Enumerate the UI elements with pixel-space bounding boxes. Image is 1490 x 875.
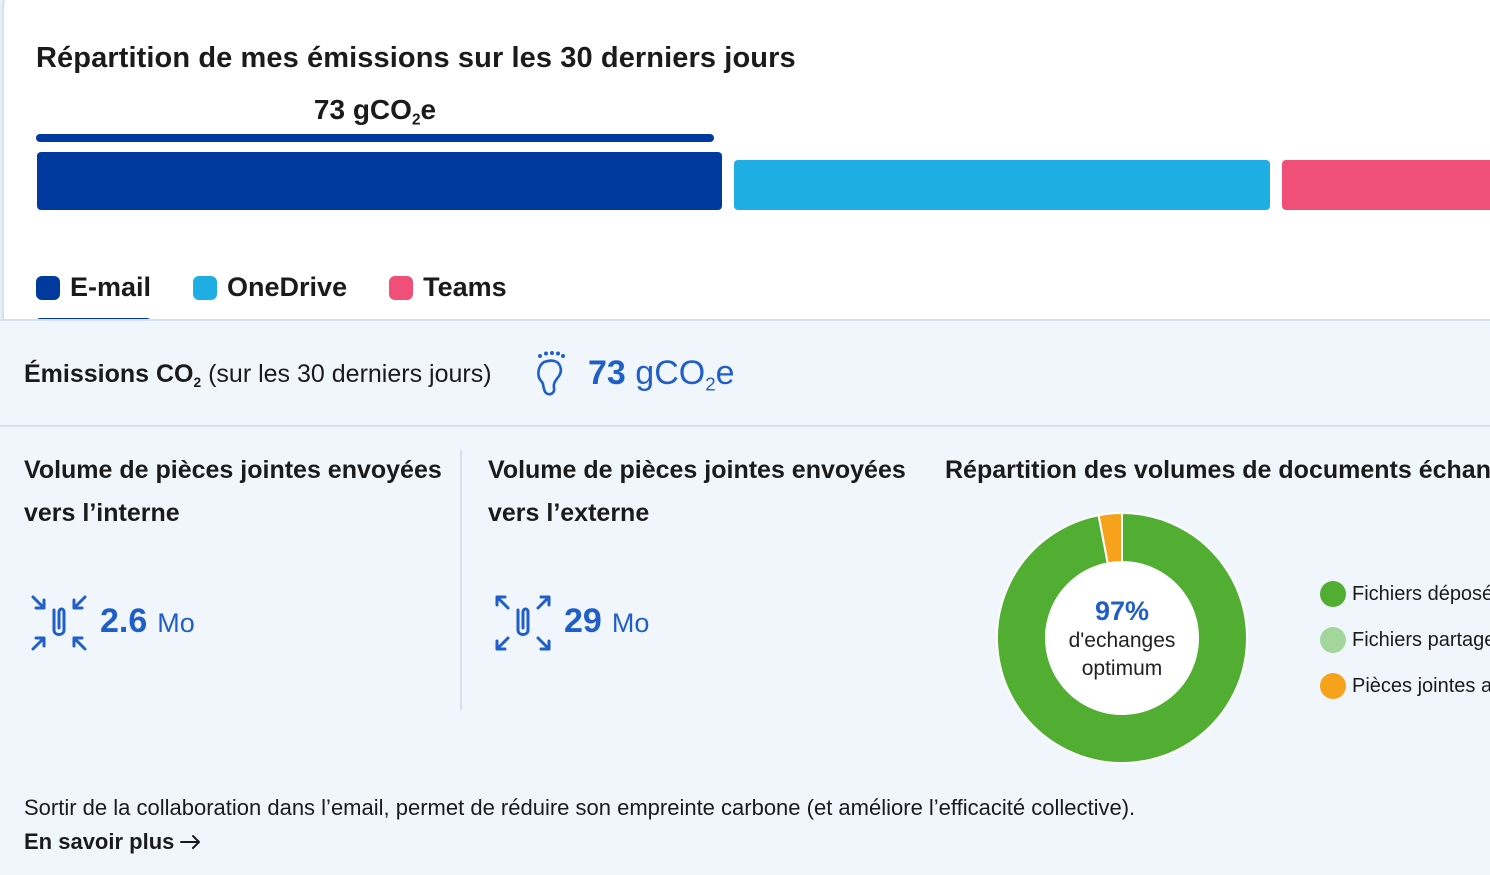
bar-segment-teams[interactable] (1282, 160, 1490, 210)
selected-segment-indicator (36, 134, 714, 142)
emissions-value: 73 gCO2e (588, 354, 735, 395)
page-title: Répartition de mes émissions sur les 30 … (36, 42, 796, 74)
donut-hole (1047, 563, 1197, 713)
internal-volume-value: 2.6 Mo (100, 602, 195, 640)
footer-advice-text: Sortir de la collaboration dans l’email,… (24, 795, 1136, 820)
emissions-label: Émissions CO2 (sur les 30 derniers jours… (24, 360, 492, 390)
documents-donut-chart (996, 512, 1248, 764)
donut-slice-2[interactable] (1097, 512, 1123, 565)
teams-color-swatch (389, 275, 414, 300)
onedrive-color-swatch (193, 275, 218, 300)
donut-center-line1: d'echanges (1068, 629, 1176, 652)
donut-center-percent: 97% (1094, 596, 1150, 626)
learn-more-link[interactable]: En savoir plus (24, 829, 202, 855)
tab-email[interactable]: E-mail (36, 272, 152, 325)
donut-legend-item: Pièces jointes a (1320, 663, 1490, 709)
attachment-inward-icon (30, 594, 88, 657)
legend-tabs: E-mail OneDrive Teams (36, 272, 549, 325)
donut-legend-item: Fichiers partage (1320, 617, 1490, 663)
donut-legend-item: Fichiers déposé (1320, 571, 1490, 617)
column-divider (460, 450, 462, 710)
tab-email-label: E-mail (70, 272, 152, 302)
tab-teams[interactable]: Teams (389, 272, 507, 303)
selected-segment-value: 73 gCO2e (313, 94, 437, 129)
tab-teams-label: Teams (423, 272, 507, 302)
legend-dot-attachments (1320, 673, 1346, 699)
emissions-row (0, 319, 1490, 427)
legend-dot-shared (1320, 627, 1346, 653)
donut-legend: Fichiers déposé Fichiers partage Pièces … (1320, 571, 1490, 709)
tab-onedrive-label: OneDrive (227, 272, 348, 302)
donut-center-label: 97% d'echanges optimum (1047, 596, 1197, 681)
tab-onedrive[interactable]: OneDrive (193, 272, 347, 303)
bar-segment-e-mail[interactable] (37, 152, 722, 210)
legend-dot-deposited (1320, 581, 1346, 607)
donut-center-line2: optimum (1081, 657, 1163, 680)
internal-volume-title: Volume de pièces jointes envoyées vers l… (24, 456, 442, 527)
external-volume-title: Volume de pièces jointes envoyées vers l… (488, 456, 906, 527)
bar-segment-onedrive[interactable] (734, 160, 1270, 210)
documents-distribution-title: Répartition des volumes de documents éch… (945, 456, 1490, 484)
external-volume-value: 29 Mo (564, 602, 650, 640)
email-color-swatch (36, 275, 60, 300)
details-panel (0, 319, 1490, 875)
donut-slice-0[interactable] (996, 512, 1248, 764)
attachment-outward-icon (494, 594, 552, 657)
footprint-icon (534, 350, 568, 401)
arrow-right-icon (180, 835, 201, 849)
